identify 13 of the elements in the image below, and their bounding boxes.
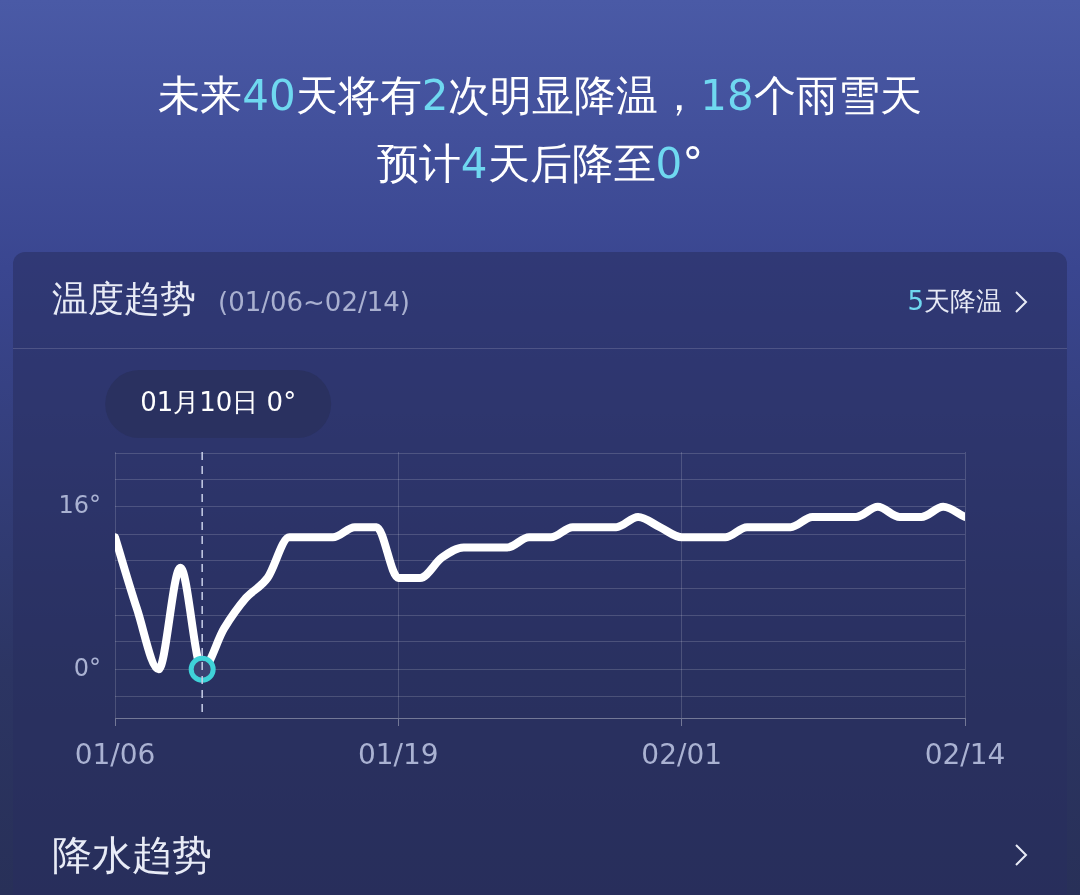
chart-subtitle: (01/06~02/14) — [218, 287, 410, 317]
text: 01月10日 0° — [140, 386, 297, 417]
text: 5天降温 — [907, 286, 1002, 316]
chart-title: 温度趋势 — [52, 278, 196, 319]
text: 降水趋势 — [52, 831, 212, 880]
y-tick-label: 0° — [73, 653, 101, 682]
x-tick-label: 01/19 — [357, 738, 439, 772]
y-tick-label: 16° — [58, 491, 101, 520]
text: 未来40天将有2次明显降温，18个雨雪天 — [158, 71, 922, 120]
text: 预计4天后降至0° — [376, 139, 704, 188]
x-tick-label: 02/01 — [641, 738, 723, 772]
x-tick-label: 01/06 — [74, 738, 156, 772]
x-tick-label: 02/14 — [924, 738, 1006, 772]
